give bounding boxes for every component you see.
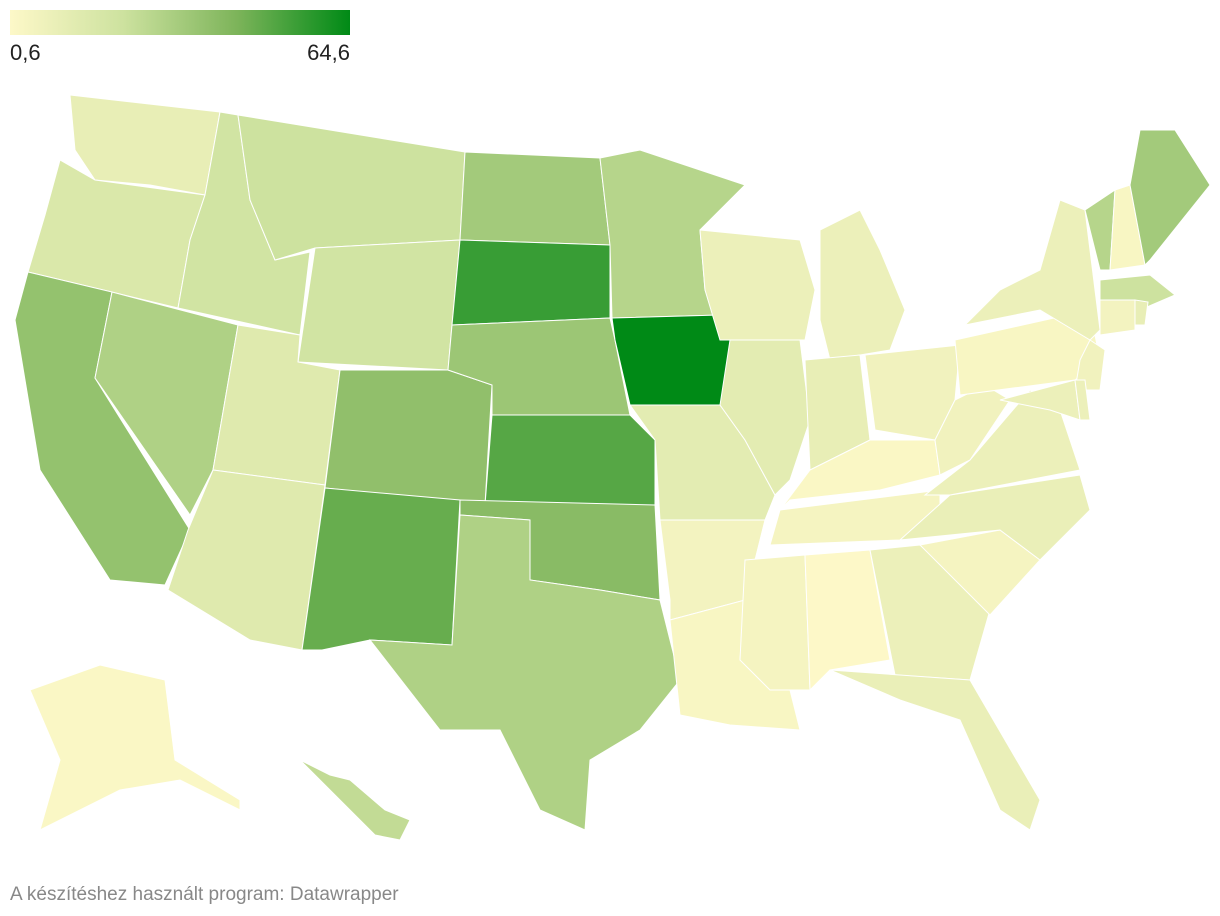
region [459,151,611,246]
region [451,239,611,326]
region [769,489,941,546]
region [739,554,811,691]
region [1134,299,1149,326]
source-note: A készítéshez használt program: Datawrap… [10,884,399,905]
region [1129,129,1211,267]
region [819,209,906,361]
region [1099,299,1136,336]
region [94,291,239,516]
legend-tick-label: 0,6 [10,40,41,65]
region [368,514,681,831]
region [237,114,466,261]
region [699,229,816,341]
region [1074,339,1106,391]
legend-tick-label: 64,6 [307,40,350,65]
region [719,339,811,496]
region [299,759,411,841]
region [324,369,493,506]
region [301,487,461,651]
region [804,549,891,692]
region [963,199,1101,341]
region [29,664,241,831]
region [484,414,656,506]
legend-gradient [10,10,350,35]
region [869,544,991,681]
region [1074,379,1091,421]
region [829,669,1041,831]
region [297,239,461,371]
